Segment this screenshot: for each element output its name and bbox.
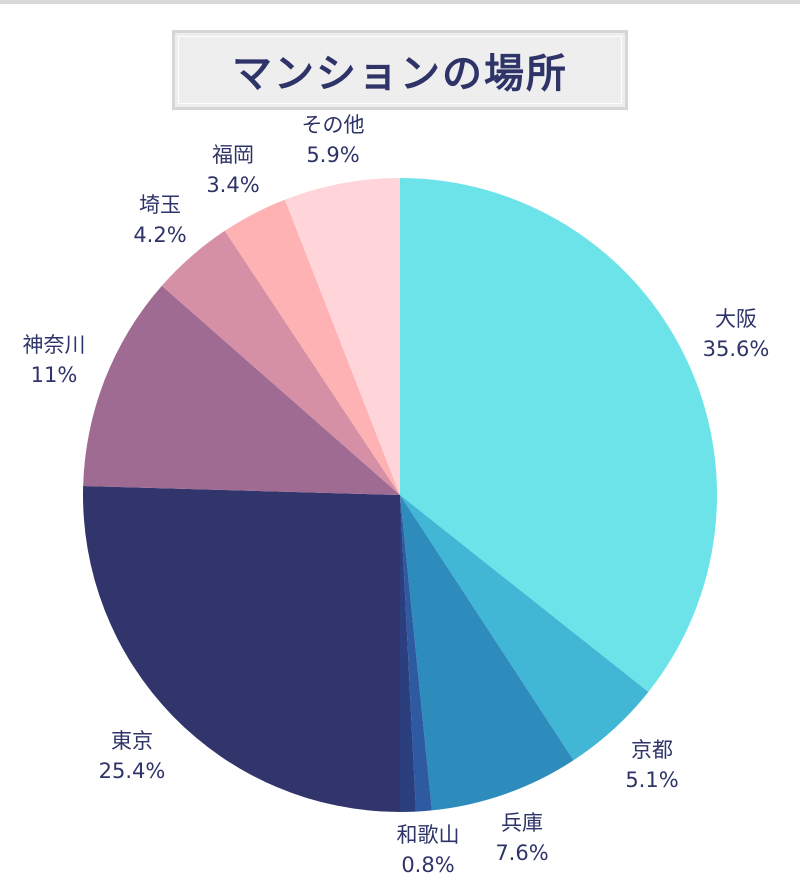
slice-label-value: 7.6%: [495, 841, 548, 865]
slice-label-name: 和歌山: [397, 823, 460, 847]
slice-label-name: 神奈川: [23, 333, 86, 357]
pie-labels: 大阪 35.6% 京都 5.1% 兵庫 7.6% 和歌山 0.8% 東京 25.4% 神奈川 11% 埼…: [23, 113, 770, 877]
pie-slice-大阪: [400, 178, 717, 692]
pie-slice-その他: [284, 178, 400, 495]
pie-slice-和歌山: [400, 495, 432, 812]
slice-label-name: その他: [302, 113, 365, 137]
slice-label-name: 埼玉: [139, 193, 181, 217]
slice-label-name: 京都: [631, 738, 673, 762]
slice-label-value: 4.2%: [133, 223, 186, 247]
pie-slices: [83, 178, 717, 812]
slice-label-name: 福岡: [212, 143, 254, 167]
slice-label-value: 5.9%: [306, 143, 359, 167]
pie-slice-埼玉: [161, 230, 400, 496]
chart-title-box: マンションの場所: [172, 30, 628, 110]
slice-label-value: 0.8%: [401, 853, 454, 877]
chart-title-inner-border: [178, 36, 622, 104]
pie-slice-兵庫: [400, 495, 574, 811]
slice-label-value: 11%: [31, 363, 78, 387]
slice-label-value: 3.4%: [206, 173, 259, 197]
chart-title: マンションの場所: [232, 51, 568, 97]
pie-slice-京都: [400, 495, 649, 761]
slice-label-name: 東京: [111, 729, 153, 753]
slice-label-value: 35.6%: [703, 337, 770, 361]
slice-label-name: 大阪: [715, 307, 757, 331]
pie-slice-東京: [83, 486, 400, 812]
top-divider: [0, 0, 800, 4]
pie-slice-福岡: [224, 199, 400, 495]
slice-label-value: 5.1%: [625, 768, 678, 792]
pie-slice-unlabeled: [400, 495, 416, 812]
slice-label-name: 兵庫: [501, 811, 543, 835]
pie-slice-神奈川: [83, 285, 400, 495]
slice-label-value: 25.4%: [99, 759, 166, 783]
